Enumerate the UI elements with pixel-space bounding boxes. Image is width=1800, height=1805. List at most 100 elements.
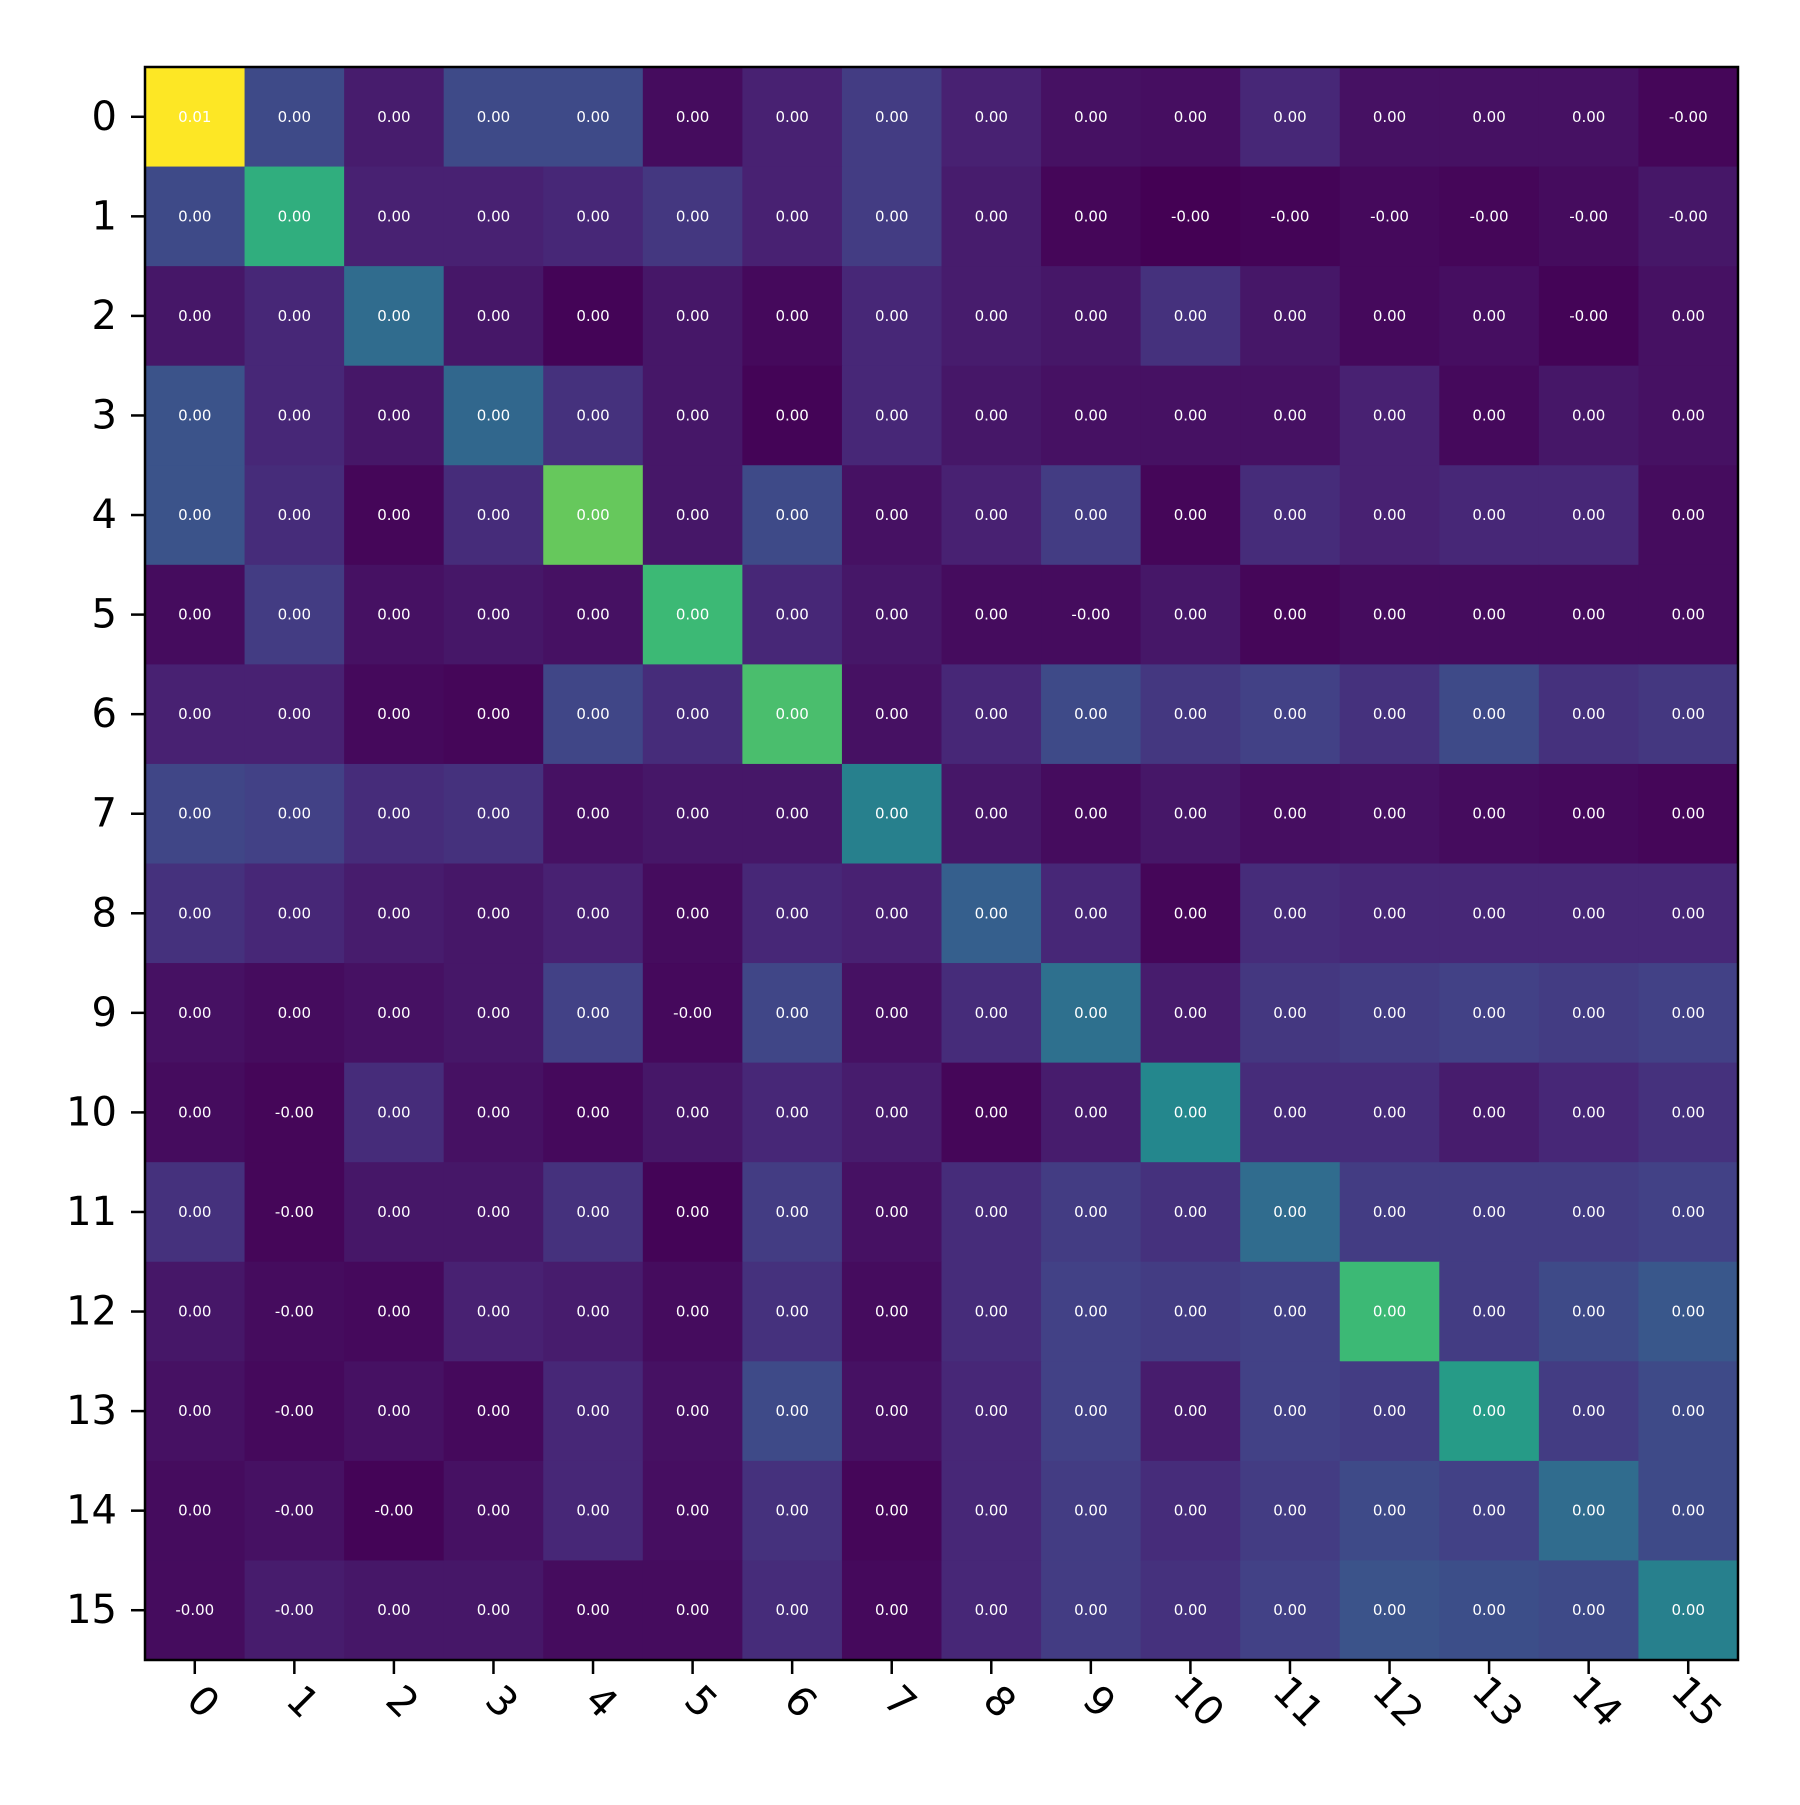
cell-value-label: 0.00 <box>1373 805 1406 823</box>
heatmap-cell <box>543 664 644 765</box>
heatmap-cell <box>344 67 445 168</box>
heatmap-cell <box>1638 1361 1739 1462</box>
cell-value-label: 0.00 <box>178 1402 211 1420</box>
cell-value-label: 0.00 <box>1174 1103 1207 1121</box>
heatmap-cell <box>244 1062 345 1163</box>
heatmap-cell <box>1439 67 1540 168</box>
heatmap-cell <box>642 465 743 566</box>
heatmap-cell <box>1638 365 1739 466</box>
heatmap-cell <box>145 1062 246 1163</box>
y-tick-label: 14 <box>66 1488 117 1534</box>
heatmap-cell <box>742 1460 843 1562</box>
cell-value-label: 0.00 <box>1472 406 1505 424</box>
heatmap-cell <box>1339 1560 1440 1661</box>
heatmap-cell <box>1339 1361 1440 1462</box>
cell-value-label: 0.00 <box>676 1203 709 1221</box>
heatmap-cell <box>244 763 345 865</box>
cell-value-label: 0.00 <box>1672 904 1705 922</box>
cell-value-label: 0.00 <box>1174 1402 1207 1420</box>
heatmap-cell <box>443 1560 544 1661</box>
heatmap-cell <box>1339 465 1440 566</box>
cell-value-label: -0.00 <box>275 1303 314 1321</box>
cell-value-label: 0.00 <box>278 207 311 225</box>
heatmap-cell <box>344 1162 445 1263</box>
heatmap-cell <box>344 365 445 466</box>
heatmap-cell <box>1140 1062 1241 1163</box>
heatmap-cell <box>1041 67 1142 168</box>
cell-value-label: 0.00 <box>1672 1103 1705 1121</box>
cell-value-label: 0.00 <box>477 108 510 126</box>
heatmap-cell <box>1339 365 1440 466</box>
cell-value-label: 0.00 <box>1472 606 1505 624</box>
cell-value-label: 0.00 <box>1273 1502 1306 1520</box>
heatmap-cell <box>742 67 843 168</box>
cell-value-label: 0.00 <box>1074 207 1107 225</box>
heatmap-cell <box>642 564 743 665</box>
cell-value-label: 0.00 <box>775 307 808 325</box>
cell-value-label: 0.00 <box>1273 606 1306 624</box>
heatmap-cell <box>443 465 544 566</box>
cell-value-label: 0.00 <box>775 406 808 424</box>
heatmap-cell <box>1240 763 1341 865</box>
heatmap-cell <box>543 564 644 665</box>
heatmap-cell <box>642 67 743 168</box>
cell-value-label: 0.00 <box>1174 1303 1207 1321</box>
cell-value-label: 0.00 <box>278 705 311 723</box>
cell-value-label: 0.00 <box>278 805 311 823</box>
cell-value-label: 0.00 <box>1074 1303 1107 1321</box>
cell-value-label: 0.01 <box>178 108 211 126</box>
cell-value-label: 0.00 <box>676 1303 709 1321</box>
cell-value-label: -0.00 <box>175 1601 214 1619</box>
heatmap-cell <box>145 863 246 964</box>
cell-value-label: 0.00 <box>676 805 709 823</box>
cell-value-label: 0.00 <box>775 108 808 126</box>
heatmap-cell <box>642 863 743 964</box>
heatmap-cell <box>543 1460 644 1562</box>
heatmap-cell <box>1140 67 1241 168</box>
cell-value-label: 0.00 <box>477 606 510 624</box>
cell-value-label: 0.00 <box>676 705 709 723</box>
cell-value-label: 0.00 <box>1174 1601 1207 1619</box>
cell-value-label: 0.00 <box>576 705 609 723</box>
cell-value-label: 0.00 <box>975 805 1008 823</box>
cell-value-label: 0.00 <box>775 1004 808 1022</box>
heatmap-cell <box>1240 266 1341 367</box>
cell-value-label: 0.00 <box>1672 1303 1705 1321</box>
cell-value-label: 0.00 <box>1373 606 1406 624</box>
cell-value-label: 0.00 <box>1672 406 1705 424</box>
cell-value-label: 0.00 <box>576 1004 609 1022</box>
cell-value-label: 0.00 <box>178 805 211 823</box>
heatmap-cell <box>941 1361 1042 1462</box>
cell-value-label: 0.00 <box>1074 1502 1107 1520</box>
cell-value-label: 0.00 <box>1273 805 1306 823</box>
y-tick-label: 8 <box>92 890 117 936</box>
heatmap-cell <box>1140 564 1241 665</box>
cell-value-label: 0.00 <box>1373 108 1406 126</box>
heatmap-cell <box>1439 1460 1540 1562</box>
heatmap-cell <box>344 1361 445 1462</box>
cell-value-label: -0.00 <box>1171 207 1210 225</box>
cell-value-label: 0.00 <box>1373 1203 1406 1221</box>
heatmap-cell <box>1638 863 1739 964</box>
cell-value-label: 0.00 <box>477 1502 510 1520</box>
cell-value-label: 0.00 <box>676 506 709 524</box>
heatmap-cell <box>344 564 445 665</box>
heatmap-cell <box>1140 664 1241 765</box>
cell-value-label: 0.00 <box>1174 705 1207 723</box>
heatmap-cell <box>443 664 544 765</box>
cell-value-label: 0.00 <box>1472 1601 1505 1619</box>
heatmap-cell <box>1041 564 1142 665</box>
heatmap-cell <box>742 763 843 865</box>
heatmap-cell <box>841 1361 943 1462</box>
heatmap-cell <box>1140 365 1241 466</box>
heatmap-cell <box>1041 266 1142 367</box>
cell-value-label: 0.00 <box>1572 1402 1605 1420</box>
cell-value-label: 0.00 <box>278 506 311 524</box>
heatmap-cell <box>1439 1261 1540 1362</box>
heatmap-cell <box>742 963 843 1064</box>
cell-value-label: 0.00 <box>1672 506 1705 524</box>
heatmap-cell <box>344 1460 445 1562</box>
cell-value-label: 0.00 <box>1672 1601 1705 1619</box>
cell-value-label: 0.00 <box>1572 606 1605 624</box>
heatmap-cell <box>145 465 246 566</box>
